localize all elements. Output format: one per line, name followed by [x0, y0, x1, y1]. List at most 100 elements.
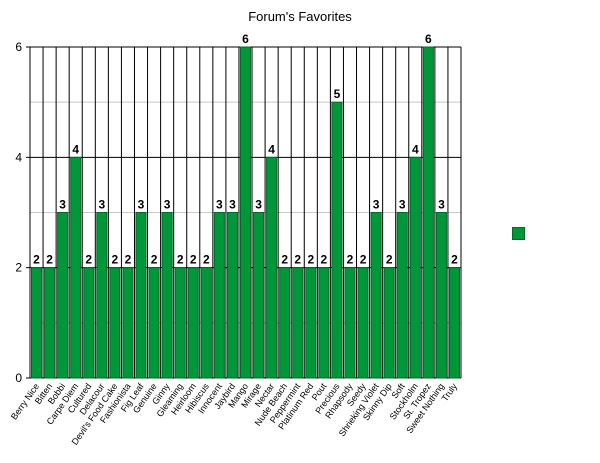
bars-layer: [31, 46, 460, 379]
data-label: 3: [255, 198, 262, 212]
bar: [279, 267, 291, 379]
data-label-bg: [200, 250, 212, 267]
data-label-bg: [448, 250, 460, 267]
data-label-bg: [383, 250, 395, 267]
bar: [161, 212, 173, 379]
data-label: 2: [307, 253, 314, 267]
data-label-bg: [370, 195, 382, 212]
data-label: 2: [177, 253, 184, 267]
data-label-bg: [422, 30, 434, 46]
data-label-bg: [226, 195, 238, 212]
data-label: 2: [347, 253, 354, 267]
legend: [512, 227, 529, 240]
data-label: 2: [46, 253, 53, 267]
chart-title: Forum's Favorites: [248, 9, 352, 24]
bar: [305, 267, 317, 379]
data-label: 3: [229, 198, 236, 212]
data-label: 4: [412, 142, 419, 156]
legend-swatch: [512, 227, 525, 240]
data-label: 2: [294, 253, 301, 267]
data-label-bg: [318, 250, 330, 267]
data-label-bg: [331, 85, 343, 102]
data-label-bg: [213, 195, 225, 212]
bar: [187, 267, 199, 379]
data-label-bg: [305, 250, 317, 267]
data-label: 2: [33, 253, 40, 267]
bar: [174, 267, 186, 379]
bar: [44, 267, 56, 379]
data-label: 4: [72, 142, 79, 156]
bar: [213, 212, 225, 379]
bar: [135, 212, 147, 379]
data-label: 2: [112, 253, 119, 267]
data-label-bg: [148, 250, 160, 267]
data-label-bg: [135, 195, 147, 212]
bar: [239, 46, 252, 379]
data-label: 3: [438, 198, 445, 212]
data-label-bg: [279, 250, 291, 267]
data-label-bg: [122, 250, 134, 267]
data-label: 2: [451, 253, 458, 267]
data-label: 2: [203, 253, 210, 267]
data-label: 2: [360, 253, 367, 267]
data-label-bg: [57, 195, 69, 212]
bar: [148, 267, 160, 379]
bar: [435, 212, 447, 379]
data-label-bg: [396, 195, 408, 212]
data-label: 2: [386, 253, 393, 267]
bar: [57, 212, 69, 379]
y-tick-label: 0: [15, 371, 22, 385]
data-label: 2: [151, 253, 158, 267]
data-label: 2: [125, 253, 132, 267]
bar: [253, 212, 265, 379]
data-label: 3: [98, 198, 105, 212]
bar: [70, 156, 82, 379]
data-label-bg: [83, 250, 95, 267]
bar: [370, 212, 382, 379]
data-label-bg: [239, 30, 252, 46]
data-label: 6: [425, 32, 432, 46]
bar: [31, 267, 43, 379]
data-label-bg: [187, 250, 199, 267]
bar: [109, 267, 121, 379]
bar: [226, 212, 238, 379]
bar: [383, 267, 395, 379]
y-tick-label: 6: [15, 40, 22, 54]
data-label: 2: [281, 253, 288, 267]
data-label: 2: [321, 253, 328, 267]
bar: [448, 267, 460, 379]
x-tick-label: Truly: [440, 381, 460, 403]
data-label-bg: [96, 195, 108, 212]
data-label-bg: [44, 250, 56, 267]
bar: [396, 212, 408, 379]
bar: [96, 212, 108, 379]
bar: [422, 46, 434, 379]
bar: [200, 267, 212, 379]
data-label: 3: [216, 198, 223, 212]
data-label: 2: [85, 253, 92, 267]
data-label: 5: [334, 87, 341, 101]
bar: [331, 101, 343, 379]
bar: [122, 267, 134, 379]
y-tick-label: 4: [15, 150, 22, 164]
data-label: 2: [190, 253, 197, 267]
data-label: 4: [268, 142, 275, 156]
data-label-bg: [292, 250, 304, 267]
data-label-bg: [174, 250, 186, 267]
data-label-bg: [344, 250, 356, 267]
data-label-bg: [70, 140, 82, 157]
bar: [409, 156, 421, 379]
data-label-bg: [357, 250, 369, 267]
data-label: 6: [242, 32, 249, 46]
data-label-bg: [253, 195, 265, 212]
data-label-bg: [409, 140, 421, 157]
bar: [344, 267, 356, 379]
data-label: 3: [399, 198, 406, 212]
bar: [292, 267, 304, 379]
data-label-bg: [31, 250, 43, 267]
data-label-bg: [266, 140, 278, 157]
data-label: 3: [373, 198, 380, 212]
data-label: 3: [138, 198, 145, 212]
